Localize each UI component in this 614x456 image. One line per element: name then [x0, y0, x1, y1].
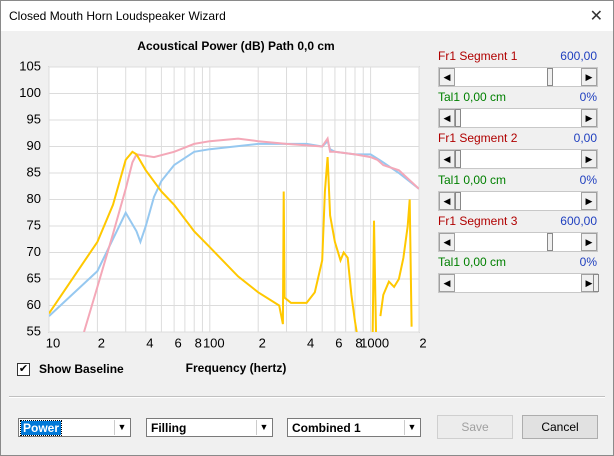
y-tick-label: 80 [27, 191, 41, 206]
y-tick-label: 85 [27, 164, 41, 179]
slider-right-button[interactable]: ▶ [581, 109, 597, 128]
slider-label: Tal1 0,00 cm [438, 90, 507, 105]
slider-thumb[interactable] [455, 109, 461, 128]
slider-label: Tal1 0,00 cm [438, 172, 507, 187]
slider-thumb[interactable] [547, 68, 553, 86]
series-line [83, 136, 419, 332]
dropdown-text: Power [19, 420, 63, 436]
dropdown[interactable]: Power ▼ [18, 418, 131, 437]
x-tick-label: 8 [355, 335, 362, 350]
x-tick-label: 6 [175, 335, 182, 350]
slider[interactable]: ◀ ▶ [438, 149, 598, 170]
close-button[interactable]: ✕ [589, 8, 603, 25]
slider-value: 0% [579, 90, 597, 105]
x-axis-label: Frequency (hertz) [186, 361, 287, 375]
slider[interactable]: ◀ ▶ [438, 231, 598, 252]
y-tick-label: 75 [27, 217, 41, 232]
x-tick-label: 8 [195, 335, 202, 350]
chart-title: Acoustical Power (dB) Path 0,0 cm [137, 39, 334, 53]
dropdown-arrow: ▼ [256, 420, 271, 435]
slider[interactable]: ◀ ▶ [438, 67, 598, 87]
x-tick-label: 1000 [360, 335, 389, 350]
slider[interactable]: ◀ ▶ [438, 190, 598, 211]
slider[interactable]: ◀ ▶ [438, 273, 599, 293]
slider-thumb[interactable] [455, 191, 461, 210]
button: Save [437, 415, 513, 439]
x-tick-label: 2 [259, 335, 266, 350]
dropdown-arrow: ▼ [404, 420, 419, 435]
slider-thumb[interactable] [547, 232, 553, 251]
slider-label: Fr1 Segment 2 [438, 131, 518, 146]
x-tick-label: 100 [203, 335, 225, 350]
slider-left-button[interactable]: ◀ [439, 150, 455, 169]
slider-left-button[interactable]: ◀ [439, 191, 455, 210]
slider-label: Tal1 0,00 cm [438, 255, 507, 269]
slider-right-button[interactable]: ▶ [581, 68, 597, 86]
y-tick-label: 60 [27, 297, 41, 312]
y-tick-label: 70 [27, 244, 41, 259]
slider-value: 600,00 [560, 49, 597, 63]
slider-right-button[interactable]: ▶ [581, 232, 597, 251]
separator [9, 396, 605, 398]
dropdown-text: Combined 1 [292, 421, 361, 435]
dropdown[interactable]: Combined 1 ▼ [287, 418, 421, 437]
x-tick-label: 2 [419, 335, 426, 350]
slider-right-button[interactable]: ▶ [581, 191, 597, 210]
slider-left-button[interactable]: ◀ [439, 109, 455, 128]
window-title: Closed Mouth Horn Loudspeaker Wizard [9, 9, 226, 23]
y-tick-label: 100 [19, 85, 41, 100]
slider-label: Fr1 Segment 1 [438, 49, 518, 63]
button[interactable]: Cancel [522, 415, 598, 439]
slider-thumb[interactable] [455, 150, 461, 169]
dropdown-arrow: ▼ [114, 420, 129, 435]
series-line [49, 150, 413, 332]
x-tick-label: 2 [98, 335, 105, 350]
y-tick-label: 105 [19, 58, 41, 73]
y-tick-label: 90 [27, 138, 41, 153]
x-tick-label: 4 [307, 335, 314, 350]
show-baseline-label[interactable]: Show Baseline [39, 362, 124, 376]
x-tick-label: 10 [46, 335, 60, 350]
slider[interactable]: ◀ ▶ [438, 108, 598, 129]
series-line [49, 139, 419, 317]
slider-right-button[interactable]: ▶ [581, 150, 597, 169]
y-tick-label: 65 [27, 270, 41, 285]
slider-left-button[interactable]: ◀ [439, 68, 455, 86]
x-tick-label: 6 [335, 335, 342, 350]
slider-thumb[interactable] [593, 274, 599, 292]
dropdown-text: Filling [151, 421, 187, 435]
title-bar: Closed Mouth Horn Loudspeaker Wizard ✕ [1, 1, 613, 31]
slider-left-button[interactable]: ◀ [439, 274, 455, 292]
slider-value: 0,00 [573, 131, 597, 146]
slider-value: 0% [579, 172, 597, 187]
x-tick-label: 4 [146, 335, 153, 350]
slider-value: 600,00 [560, 213, 597, 228]
y-tick-label: 55 [27, 323, 41, 338]
slider-label: Fr1 Segment 3 [438, 213, 518, 228]
chart: Acoustical Power (dB) Path 0,0 cm Freque… [19, 39, 426, 375]
slider-left-button[interactable]: ◀ [439, 232, 455, 251]
y-tick-label: 95 [27, 111, 41, 126]
show-baseline-checkbox[interactable]: ✔ [17, 363, 30, 376]
slider-value: 0% [579, 255, 597, 269]
dropdown[interactable]: Filling ▼ [146, 418, 273, 437]
